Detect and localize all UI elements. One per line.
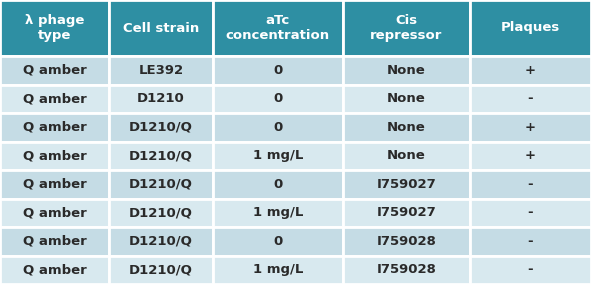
Bar xyxy=(109,0,213,56)
Bar xyxy=(343,84,470,113)
Bar xyxy=(343,56,470,84)
Bar xyxy=(0,198,109,227)
Text: Plaques: Plaques xyxy=(501,21,560,34)
Bar xyxy=(109,198,213,227)
Text: I759028: I759028 xyxy=(376,235,436,248)
Bar xyxy=(109,255,213,284)
Bar xyxy=(470,0,591,56)
Bar xyxy=(343,255,470,284)
Bar xyxy=(0,170,109,198)
Bar xyxy=(0,0,109,56)
Bar xyxy=(213,141,343,170)
Text: 0: 0 xyxy=(273,178,282,191)
Text: +: + xyxy=(525,64,536,77)
Text: I759027: I759027 xyxy=(376,206,436,219)
Text: Q amber: Q amber xyxy=(23,92,86,105)
Bar xyxy=(109,113,213,141)
Text: +: + xyxy=(525,121,536,134)
Text: Q amber: Q amber xyxy=(23,235,86,248)
Bar xyxy=(343,141,470,170)
Bar xyxy=(470,84,591,113)
Text: D1210/Q: D1210/Q xyxy=(129,121,193,134)
Text: -: - xyxy=(528,235,533,248)
Bar xyxy=(0,255,109,284)
Text: LE392: LE392 xyxy=(138,64,184,77)
Text: 1 mg/L: 1 mg/L xyxy=(252,263,303,276)
Bar xyxy=(213,255,343,284)
Bar xyxy=(0,84,109,113)
Text: I759027: I759027 xyxy=(376,178,436,191)
Bar xyxy=(0,56,109,84)
Text: Cell strain: Cell strain xyxy=(123,21,199,34)
Bar xyxy=(213,84,343,113)
Text: aTc
concentration: aTc concentration xyxy=(226,14,330,42)
Text: D1210/Q: D1210/Q xyxy=(129,263,193,276)
Text: 0: 0 xyxy=(273,64,282,77)
Text: I759028: I759028 xyxy=(376,263,436,276)
Text: -: - xyxy=(528,92,533,105)
Bar xyxy=(109,170,213,198)
Bar xyxy=(343,0,470,56)
Bar xyxy=(109,84,213,113)
Text: D1210/Q: D1210/Q xyxy=(129,149,193,162)
Text: Q amber: Q amber xyxy=(23,149,86,162)
Bar xyxy=(470,255,591,284)
Text: 1 mg/L: 1 mg/L xyxy=(252,206,303,219)
Text: 0: 0 xyxy=(273,235,282,248)
Text: -: - xyxy=(528,178,533,191)
Bar xyxy=(343,113,470,141)
Text: +: + xyxy=(525,149,536,162)
Text: Q amber: Q amber xyxy=(23,64,86,77)
Text: Q amber: Q amber xyxy=(23,263,86,276)
Bar xyxy=(213,227,343,255)
Text: None: None xyxy=(387,92,426,105)
Bar xyxy=(343,170,470,198)
Text: 0: 0 xyxy=(273,121,282,134)
Text: λ phage
type: λ phage type xyxy=(25,14,85,42)
Text: Cis
repressor: Cis repressor xyxy=(370,14,443,42)
Bar xyxy=(109,227,213,255)
Bar xyxy=(213,198,343,227)
Text: D1210/Q: D1210/Q xyxy=(129,206,193,219)
Bar xyxy=(109,56,213,84)
Bar xyxy=(343,227,470,255)
Text: None: None xyxy=(387,149,426,162)
Text: None: None xyxy=(387,64,426,77)
Text: -: - xyxy=(528,206,533,219)
Text: -: - xyxy=(528,263,533,276)
Text: Q amber: Q amber xyxy=(23,121,86,134)
Bar xyxy=(0,227,109,255)
Bar xyxy=(470,170,591,198)
Bar xyxy=(213,113,343,141)
Bar xyxy=(0,113,109,141)
Bar xyxy=(213,170,343,198)
Text: None: None xyxy=(387,121,426,134)
Bar xyxy=(213,56,343,84)
Text: 0: 0 xyxy=(273,92,282,105)
Bar xyxy=(0,141,109,170)
Bar xyxy=(470,141,591,170)
Text: D1210/Q: D1210/Q xyxy=(129,178,193,191)
Bar xyxy=(109,141,213,170)
Bar xyxy=(343,198,470,227)
Text: D1210/Q: D1210/Q xyxy=(129,235,193,248)
Text: D1210: D1210 xyxy=(137,92,185,105)
Bar xyxy=(470,113,591,141)
Text: 1 mg/L: 1 mg/L xyxy=(252,149,303,162)
Bar xyxy=(213,0,343,56)
Bar xyxy=(470,56,591,84)
Text: Q amber: Q amber xyxy=(23,178,86,191)
Text: Q amber: Q amber xyxy=(23,206,86,219)
Bar xyxy=(470,198,591,227)
Bar xyxy=(470,227,591,255)
